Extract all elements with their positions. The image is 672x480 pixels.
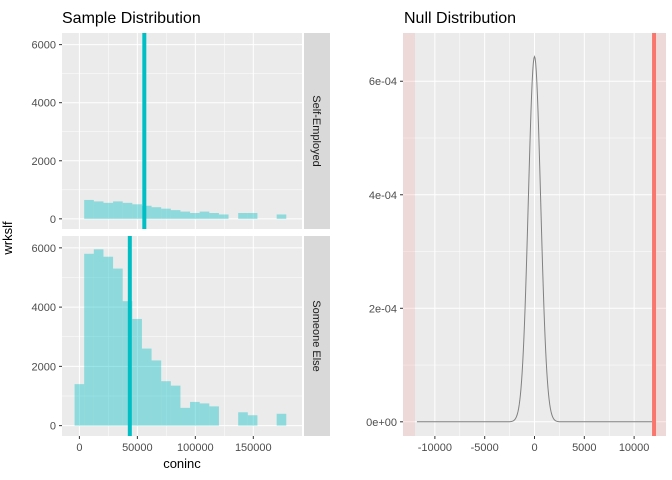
null-plot-title: Null Distribution xyxy=(404,10,516,27)
panel-background xyxy=(62,33,302,229)
histogram-bar xyxy=(199,403,210,426)
histogram-bar xyxy=(141,205,152,219)
x-tick-label: 50000 xyxy=(122,442,153,454)
histogram-bar xyxy=(113,268,123,426)
histogram-bar xyxy=(122,301,133,426)
histogram-bar xyxy=(84,199,94,219)
histogram-bar xyxy=(170,210,181,219)
histogram-bar xyxy=(199,211,210,219)
y-tick-label: 4000 xyxy=(32,98,56,110)
histogram-bar xyxy=(218,214,229,219)
histogram-bar xyxy=(151,360,162,426)
facet-panel-someone-else: 0 2000 4000 6000 xyxy=(32,236,302,436)
histogram-bar xyxy=(93,201,104,219)
histogram-bar xyxy=(180,211,191,219)
y-tick-label: 6000 xyxy=(32,243,56,255)
histogram-bar xyxy=(276,413,287,426)
x-tick-label: 5000 xyxy=(572,442,596,454)
strip-background xyxy=(304,236,330,436)
histogram-bar xyxy=(276,214,287,219)
density-curve xyxy=(416,55,653,423)
histogram-bar xyxy=(132,318,142,426)
shaded-region xyxy=(403,33,415,436)
histogram-bar xyxy=(180,407,191,426)
y-tick-label: 2000 xyxy=(32,156,56,168)
null-distribution-panel: 0e+00 2e-04 4e-04 6e-04 -10000 -5000 0 5000 1000… xyxy=(366,33,666,454)
facet-strip-someone-else: Someone Else xyxy=(304,236,330,436)
x-tick-label: 10000 xyxy=(619,442,650,454)
histogram-bar xyxy=(170,385,181,426)
y-tick-label: 2000 xyxy=(32,361,56,373)
histogram-bar xyxy=(84,253,94,426)
y-tick-label: 0 xyxy=(50,214,56,226)
histogram-bar xyxy=(209,406,219,426)
panel-background xyxy=(62,236,302,436)
y-tick-label: 6000 xyxy=(32,40,56,52)
histogram-bar xyxy=(209,213,219,219)
y-tick-label: 0 xyxy=(50,421,56,433)
facet-strip-self-employed: Self-Employed xyxy=(304,33,330,229)
x-tick-label: 0 xyxy=(76,442,82,454)
histogram-bar xyxy=(161,208,171,219)
strip-label: Self-Employed xyxy=(310,95,322,167)
x-tick-label: 100000 xyxy=(177,442,214,454)
histogram-bar xyxy=(122,202,133,219)
x-tick-label: -5000 xyxy=(471,442,499,454)
y-tick-label: 0e+00 xyxy=(366,417,397,429)
y-tick-label: 4000 xyxy=(32,302,56,314)
histogram-bar xyxy=(238,213,248,219)
y-tick-label: 6e-04 xyxy=(369,76,397,88)
x-tick-label: 150000 xyxy=(235,442,272,454)
sample-y-axis-label: wrkslf xyxy=(0,221,15,256)
histogram-bar xyxy=(247,415,258,426)
histogram-bar xyxy=(103,256,114,426)
histogram-bar xyxy=(238,412,248,426)
histogram-bar xyxy=(190,401,200,426)
facet-panel-self-employed: 0 2000 4000 6000 xyxy=(32,33,302,229)
histogram-bar xyxy=(93,249,104,426)
shaded-region xyxy=(654,33,666,436)
strip-background xyxy=(304,33,330,229)
histogram-bar xyxy=(132,204,142,219)
histogram-bar xyxy=(151,207,162,219)
histogram-bar xyxy=(103,202,114,219)
x-tick-label: -10000 xyxy=(418,442,452,454)
x-tick-label: 0 xyxy=(531,442,537,454)
sample-plot-title: Sample Distribution xyxy=(62,10,201,27)
histogram-bar xyxy=(113,201,123,219)
y-tick-label: 4e-04 xyxy=(369,190,397,202)
sample-x-axis-label: coninc xyxy=(163,456,201,471)
histogram-bar xyxy=(74,384,85,426)
histogram-bar xyxy=(247,213,258,219)
histogram-bar xyxy=(161,381,171,426)
histogram-bar xyxy=(141,348,152,426)
sample-x-axis: 0 50000 100000 150000 xyxy=(76,436,272,454)
strip-label: Someone Else xyxy=(310,300,322,372)
histogram-bar xyxy=(190,213,200,219)
y-tick-label: 2e-04 xyxy=(369,303,397,315)
